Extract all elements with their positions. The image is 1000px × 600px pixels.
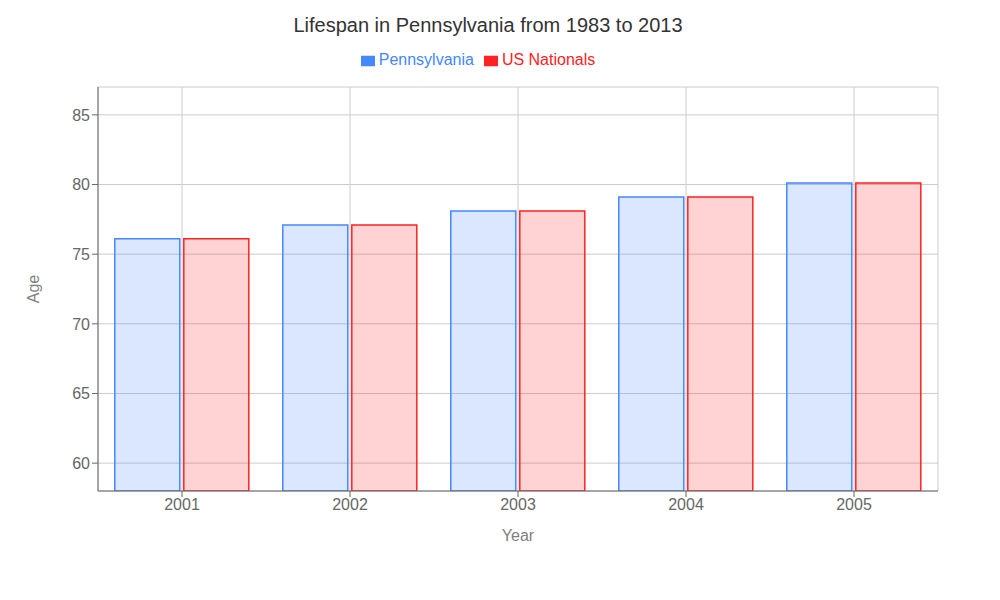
svg-text:2001: 2001 bbox=[164, 496, 200, 513]
svg-text:80: 80 bbox=[72, 176, 90, 193]
svg-text:Year: Year bbox=[502, 527, 535, 544]
html-text:Pennsylvania: Pennsylvania bbox=[378, 51, 474, 68]
svg-text:Age: Age bbox=[25, 275, 42, 304]
svg-text:2005: 2005 bbox=[836, 496, 872, 513]
svg-text:85: 85 bbox=[72, 107, 90, 124]
svg-text:75: 75 bbox=[72, 246, 90, 263]
svg-text:2004: 2004 bbox=[668, 496, 704, 513]
svg-text:2002: 2002 bbox=[332, 496, 368, 513]
svg-text:70: 70 bbox=[72, 316, 90, 333]
html-text:US Nationals: US Nationals bbox=[501, 51, 596, 68]
html-text:Lifespan in Pennsylvania from: Lifespan in Pennsylvania from 1983 to 20… bbox=[293, 14, 683, 36]
svg-text:65: 65 bbox=[72, 385, 90, 402]
svg-text:2003: 2003 bbox=[500, 496, 536, 513]
svg-text:60: 60 bbox=[72, 455, 90, 472]
